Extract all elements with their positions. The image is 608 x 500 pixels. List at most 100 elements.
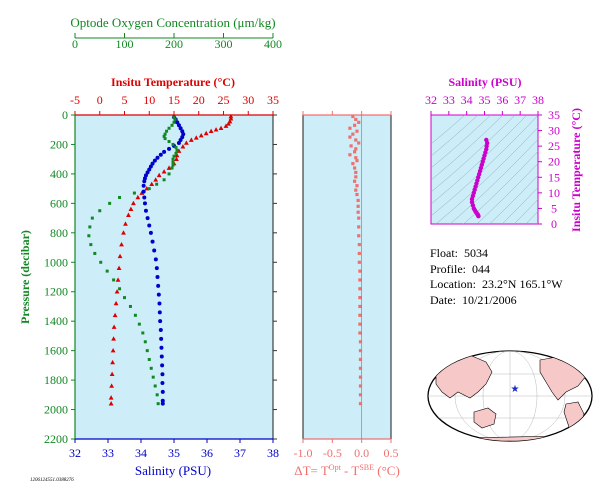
- delta-point: [356, 210, 360, 214]
- pressure-tick-label: 1000: [44, 255, 68, 269]
- temperature-point: [131, 200, 136, 206]
- temperature-point: [108, 401, 114, 406]
- salinity-point: [142, 179, 147, 184]
- salinity-point: [160, 398, 165, 403]
- profile-value: 044: [472, 261, 490, 276]
- oxygen-point: [141, 331, 145, 335]
- temperature-point: [126, 212, 131, 217]
- temperature-point: [153, 177, 159, 182]
- delta-point: [349, 144, 353, 148]
- salinity-point: [152, 248, 157, 253]
- delta-point: [358, 296, 362, 300]
- salinity-point: [158, 328, 163, 333]
- ts-temperature-tick-label: 0: [551, 217, 557, 231]
- profile-row: Profile: 044: [430, 261, 490, 276]
- delta-point: [357, 251, 361, 256]
- delta-axis-label: ΔT= TOpt - TSBE (°C): [294, 463, 400, 478]
- delta-point: [354, 170, 358, 175]
- delta-point: [358, 278, 362, 282]
- ts-point: [469, 196, 475, 202]
- oxygen-point: [172, 120, 176, 124]
- temperature-point: [198, 133, 204, 138]
- oxygen-point: [118, 287, 122, 291]
- pressure-tick-label: 1600: [44, 344, 68, 358]
- oxygen-point: [145, 349, 149, 353]
- temperature-point: [111, 324, 117, 329]
- delta-axis: -1.0 -0.5 0.0 0.5: [294, 111, 399, 460]
- float-info: Float: 5034 Profile: 044 Location: 23.2°…: [430, 246, 563, 308]
- oxygen-tick-label: 300: [215, 37, 233, 51]
- australia-landmass: [473, 407, 497, 429]
- oxygen-point: [128, 304, 132, 308]
- oxygen-point: [172, 154, 176, 158]
- delta-point: [358, 357, 363, 362]
- oxygen-point: [90, 216, 94, 220]
- ts-salinity-tick-label: 37: [514, 93, 526, 107]
- salinity-point: [142, 195, 147, 200]
- ts-salinity-tick-label: 33: [443, 93, 455, 107]
- salinity-point: [160, 389, 165, 394]
- salinity-point: [176, 140, 181, 145]
- delta-point: [357, 120, 361, 124]
- density-contour: [476, 163, 538, 224]
- pressure-tick-label: 1800: [44, 373, 68, 387]
- oxygen-point: [149, 366, 153, 370]
- oxygen-point: [163, 132, 167, 136]
- ts-salinity-tick-label: 32: [425, 93, 437, 107]
- delta-point: [358, 375, 363, 379]
- density-contour: [431, 115, 492, 169]
- salinity-point: [167, 146, 172, 151]
- oxygen-point: [143, 340, 147, 344]
- location-value: 23.2°N 165.1°W: [481, 277, 563, 291]
- oxygen-point: [132, 191, 136, 195]
- delta-point: [353, 179, 357, 183]
- salinity-point: [141, 183, 146, 188]
- oxygen-point: [147, 357, 151, 361]
- world-map: ★: [427, 350, 593, 442]
- salinity-point: [157, 301, 162, 306]
- temperature-point: [110, 348, 116, 353]
- temperature-point: [161, 169, 167, 174]
- delta-point: [358, 384, 363, 388]
- salinity-point: [159, 336, 164, 341]
- pressure-axis-label: Pressure (decibar): [18, 230, 32, 324]
- delta-point: [358, 322, 362, 326]
- temperature-point: [203, 130, 209, 136]
- profile-panel-background: [74, 114, 274, 440]
- salinity-point: [162, 149, 167, 154]
- oxygen-point: [170, 123, 174, 127]
- salinity-point: [178, 138, 183, 143]
- pressure-tick-label: 2000: [44, 403, 68, 417]
- temperature-point: [121, 230, 126, 235]
- ts-panel-background: [430, 114, 539, 225]
- salinity-point: [160, 363, 165, 368]
- oxygen-tick-label: 400: [264, 37, 282, 51]
- delta-point: [357, 234, 361, 238]
- temperature-point: [174, 156, 179, 161]
- ts-temperature-tick-label: 20: [548, 155, 560, 169]
- temperature-point: [111, 336, 117, 341]
- oxygen-point: [156, 402, 160, 406]
- float-row: Float: 5034: [430, 246, 489, 260]
- oxygen-point: [151, 375, 155, 379]
- oxygen-point: [89, 243, 93, 247]
- oxygen-point: [165, 129, 169, 133]
- delta-panel-background: [302, 114, 392, 440]
- oxygen-point: [173, 117, 177, 121]
- oxygen-point: [153, 384, 157, 388]
- temperature-point: [109, 383, 115, 388]
- temperature-point: [112, 312, 118, 318]
- delta-point: [358, 304, 362, 309]
- generation-stamp: 1206124551.0388276: [30, 478, 74, 483]
- temperature-point: [123, 221, 128, 226]
- pressure-axis: 0 200 400 600 800 1000 1200 1400 1600 1800 2000 220…: [44, 108, 391, 446]
- density-contour: [431, 115, 538, 217]
- delta-point: [356, 204, 360, 208]
- oxygen-point: [171, 163, 175, 167]
- delta-point: [348, 126, 352, 130]
- salinity-point: [157, 310, 162, 315]
- ts-temperature-tick-label: 10: [548, 186, 560, 200]
- salinity-point: [153, 257, 158, 262]
- temperature-point: [116, 265, 122, 270]
